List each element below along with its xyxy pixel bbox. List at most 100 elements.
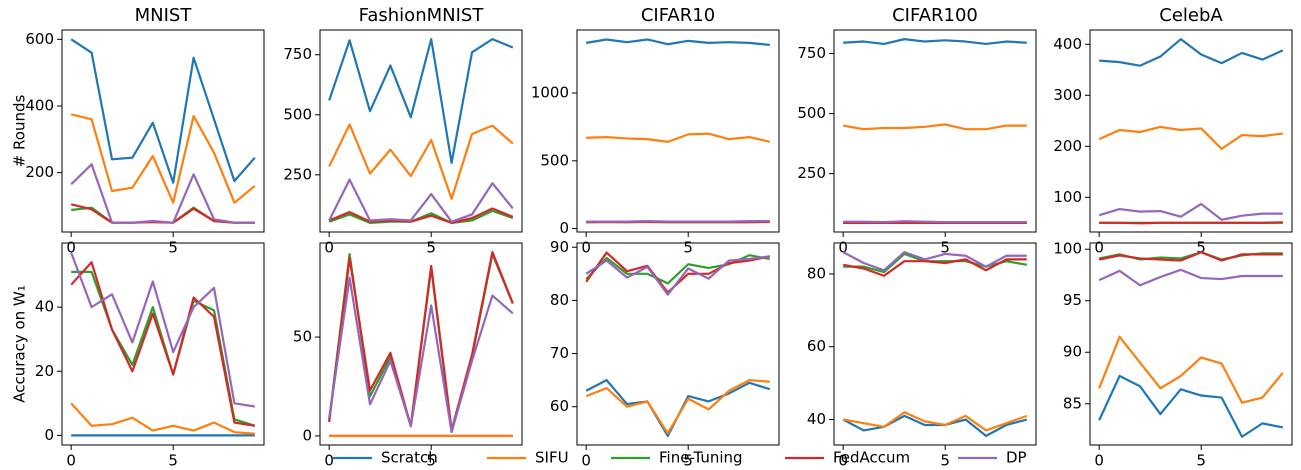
- series-line: DP: [1098, 268, 1283, 287]
- series-line: FedAccum: [842, 258, 1027, 277]
- x-tick-label: 5: [168, 452, 178, 470]
- x-tick-label: 5: [683, 239, 693, 257]
- y-tick-label: 500: [797, 104, 826, 122]
- axes-frame: [61, 29, 265, 233]
- series-line: FedAccum: [70, 261, 255, 427]
- x-tick-label: 0: [581, 452, 591, 470]
- axes-frame: [833, 242, 1037, 446]
- x-tick-label: 0: [66, 239, 76, 257]
- series-line: SIFU: [585, 379, 770, 435]
- y-tick-label: 40: [35, 298, 54, 316]
- y-tick-label: 70: [550, 344, 569, 362]
- y-tick-label: 600: [25, 30, 54, 48]
- series-line: Scratch: [70, 38, 256, 184]
- y-tick-label: 20: [35, 362, 54, 380]
- x-tick-label: 0: [838, 452, 848, 470]
- y-tick-label: 750: [283, 45, 312, 63]
- y-tick-label: 40: [807, 410, 826, 428]
- subplot-title: FashionMNIST: [359, 5, 485, 26]
- y-tick-label: 200: [25, 163, 54, 181]
- series-line: SIFU: [70, 402, 255, 435]
- y-tick-label: 250: [283, 165, 312, 183]
- y-tick-label: 95: [1063, 291, 1082, 309]
- series-line: DP: [328, 178, 514, 223]
- x-tick-label: 0: [1094, 239, 1104, 257]
- series-line: DP: [70, 163, 255, 224]
- axes-frame: [1089, 29, 1293, 233]
- y-axis-label: # Rounds: [11, 95, 29, 168]
- y-tick-label: 90: [550, 238, 569, 256]
- y-tick-label: 500: [540, 151, 569, 169]
- subplot-title: MNIST: [135, 5, 193, 26]
- series-line: FedAccum: [1099, 221, 1283, 225]
- axes-frame: [319, 29, 523, 233]
- subplot-title: CIFAR100: [892, 5, 978, 26]
- series-line: DP: [1098, 202, 1283, 221]
- subplot-title: CIFAR10: [641, 5, 715, 26]
- axes-frame: [61, 242, 265, 446]
- series-line: DP: [843, 220, 1027, 224]
- y-tick-label: 300: [1053, 86, 1082, 104]
- axes-frame: [833, 29, 1037, 233]
- legend-label: FedAccum: [833, 449, 910, 467]
- series-line: Scratch: [842, 414, 1028, 437]
- series-line: DP: [328, 276, 514, 434]
- x-tick-label: 0: [581, 239, 591, 257]
- series-line: DP: [70, 252, 255, 408]
- legend-label: Scratch: [381, 449, 438, 467]
- y-tick-label: 750: [797, 44, 826, 62]
- series-line: Scratch: [843, 38, 1027, 46]
- y-tick-label: 85: [1063, 394, 1082, 412]
- x-tick-label: 0: [838, 239, 848, 257]
- x-tick-label: 5: [683, 452, 693, 470]
- x-tick-label: 5: [1196, 452, 1206, 470]
- x-tick-label: 0: [1094, 452, 1104, 470]
- series-line: FedAccum: [1098, 251, 1283, 262]
- legend-label: DP: [1006, 449, 1027, 467]
- series-line: Scratch: [585, 38, 770, 47]
- axes-frame: [319, 242, 523, 446]
- x-tick-label: 0: [66, 452, 76, 470]
- x-tick-label: 5: [940, 239, 950, 257]
- y-tick-label: 60: [550, 397, 569, 415]
- axes-frame: [576, 242, 780, 446]
- y-tick-label: 0: [302, 426, 312, 444]
- y-tick-label: 400: [1053, 35, 1082, 53]
- series-line: Fine-Tuning: [328, 209, 514, 224]
- y-tick-label: 0: [44, 426, 54, 444]
- x-tick-label: 5: [426, 239, 436, 257]
- x-tick-label: 0: [324, 452, 334, 470]
- y-tick-label: 80: [807, 264, 826, 282]
- series-line: DP: [842, 251, 1027, 272]
- x-tick-label: 5: [426, 452, 436, 470]
- y-tick-label: 400: [25, 97, 54, 115]
- x-tick-label: 5: [1196, 239, 1206, 257]
- series-line: SIFU: [842, 411, 1028, 432]
- legend-label: SIFU: [535, 449, 569, 467]
- y-tick-label: 500: [283, 105, 312, 123]
- x-tick-label: 5: [940, 452, 950, 470]
- series-line: FedAccum: [70, 203, 255, 224]
- subplot-title: CelebA: [1159, 5, 1223, 26]
- series-line: Scratch: [1099, 38, 1284, 67]
- series-line: Scratch: [585, 379, 771, 438]
- y-tick-label: 1000: [531, 84, 569, 102]
- series-line: SIFU: [842, 123, 1027, 131]
- y-tick-label: 50: [293, 328, 312, 346]
- y-tick-label: 250: [797, 164, 826, 182]
- series-line: FedAccum: [328, 250, 514, 432]
- series-line: Fine-Tuning: [71, 270, 256, 427]
- y-tick-label: 200: [1053, 137, 1082, 155]
- y-tick-label: 80: [550, 291, 569, 309]
- y-tick-label: 100: [1053, 240, 1082, 258]
- series-line: SIFU: [70, 113, 256, 204]
- series-line: DP: [585, 255, 770, 296]
- axes-frame: [576, 29, 780, 233]
- y-tick-label: 0: [559, 219, 569, 237]
- y-tick-label: 60: [807, 337, 826, 355]
- series-line: Scratch: [328, 38, 514, 164]
- y-axis-label: Accuracy on W₁: [11, 285, 29, 403]
- axes-frame: [1089, 242, 1293, 446]
